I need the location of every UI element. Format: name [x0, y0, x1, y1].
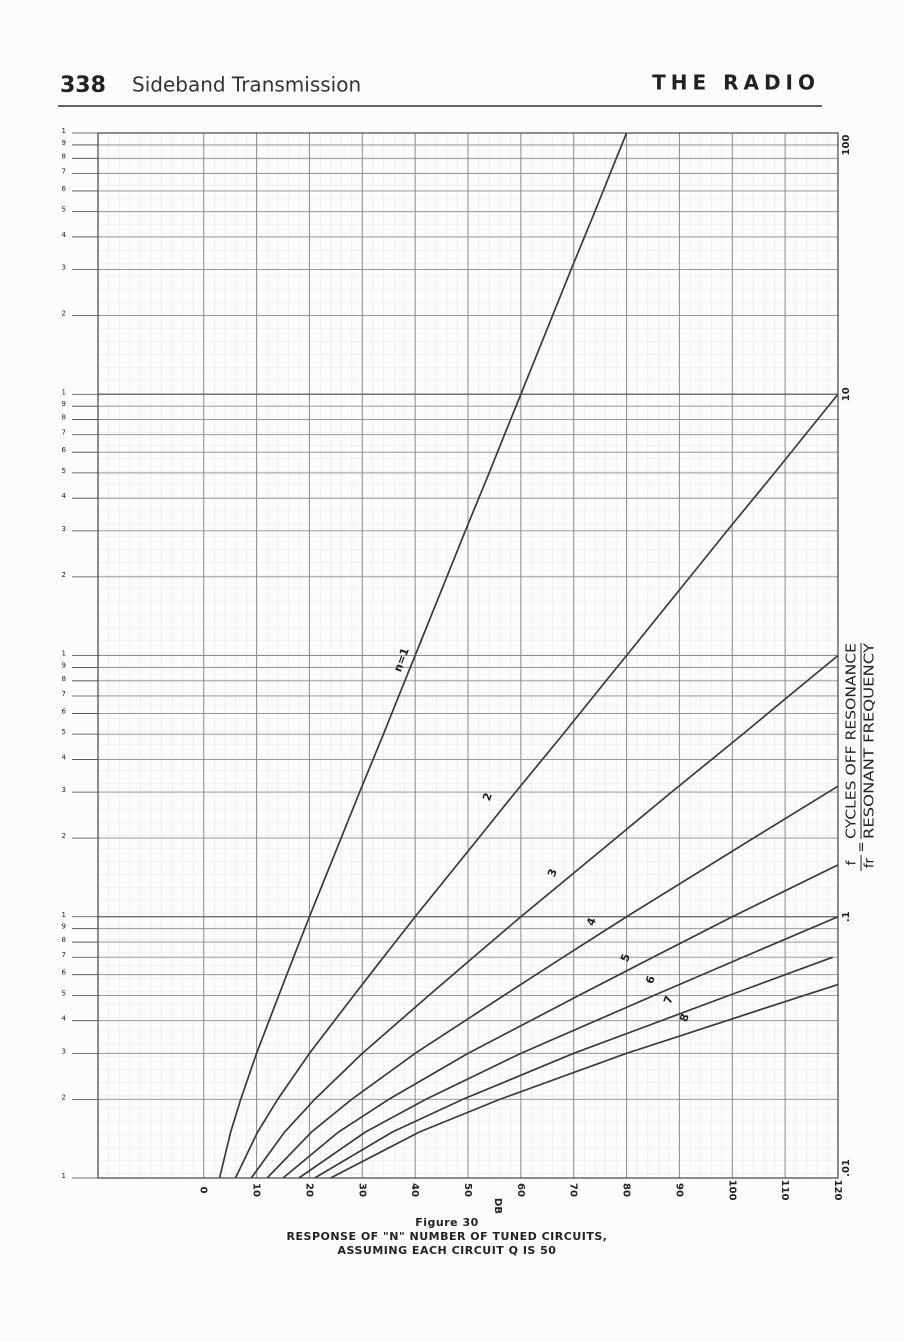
y-minor-tick-label: 8 [62, 414, 66, 422]
response-curve [314, 956, 834, 1179]
y-tick-label: 10 [841, 387, 852, 401]
y-minor-tick-label: 1 [62, 388, 66, 396]
y-minor-tick-label: 1 [62, 911, 66, 919]
y-minor-tick-label: 4 [62, 753, 67, 761]
caption: ASSUMING EACH CIRCUIT Q IS 50 [338, 1244, 557, 1257]
y-minor-tick-label: 6 [62, 969, 67, 977]
y-minor-tick-label: 6 [62, 185, 67, 193]
y-minor-tick-label: 7 [62, 167, 66, 175]
curve-label: 4 [584, 916, 599, 928]
y-minor-tick-label: 6 [62, 707, 67, 715]
curve-label: 3 [545, 867, 560, 879]
y-minor-tick-label: 5 [62, 728, 66, 736]
response-curve [234, 393, 839, 1179]
x-tick-label: 70 [568, 1183, 579, 1197]
curve-label: 8 [677, 1012, 692, 1024]
y-minor-tick-label: 9 [62, 139, 66, 147]
y-minor-tick-label: 2 [62, 1093, 66, 1101]
y-minor-tick-label: 3 [62, 786, 66, 794]
x-tick-label: 40 [409, 1183, 420, 1197]
curve-label: 5 [618, 952, 633, 964]
y-minor-tick-label: 5 [62, 467, 66, 475]
y-minor-tick-label: 9 [62, 661, 66, 669]
y-label-top: CYCLES OFF RESONANCE [845, 643, 860, 839]
caption: RESPONSE OF "N" NUMBER OF TUNED CIRCUITS… [287, 1230, 608, 1243]
x-tick-label: 100 [726, 1180, 737, 1201]
y-label-equals: = [855, 842, 870, 853]
y-minor-tick-label: 5 [62, 989, 66, 997]
y-minor-tick-label: 9 [62, 400, 66, 408]
x-tick-label: 90 [673, 1183, 684, 1197]
curve-label: 2 [480, 791, 495, 803]
x-tick-label: 50 [462, 1183, 473, 1197]
x-tick-label: 60 [515, 1183, 526, 1197]
y-label-bottom: RESONANT FREQUENCY [863, 643, 878, 839]
y-label-numerator: f [845, 860, 860, 865]
book-title: THE RADIO [652, 71, 820, 95]
response-curve [250, 654, 839, 1179]
response-curve [298, 915, 839, 1179]
y-minor-tick-label: 7 [62, 429, 66, 437]
response-curve [218, 132, 628, 1179]
x-tick-label: 10 [251, 1183, 262, 1197]
x-tick-label: 30 [356, 1183, 367, 1197]
y-minor-tick-label: 1 [62, 127, 66, 135]
y-label-denominator: fr [863, 857, 878, 868]
curve-label: 6 [643, 974, 658, 986]
y-tick-label: .01 [841, 1159, 852, 1177]
section-title: Sideband Transmission [132, 73, 361, 97]
response-curve [282, 864, 839, 1179]
x-tick-label: 120 [832, 1180, 843, 1201]
y-minor-tick-label: 3 [62, 1047, 66, 1055]
x-tick-label: 20 [303, 1183, 314, 1197]
y-minor-tick-label: 3 [62, 264, 66, 272]
response-curve [266, 785, 839, 1179]
y-minor-tick-label: 4 [62, 492, 67, 500]
y-minor-tick-label: 1 [62, 1172, 66, 1180]
y-tick-label: .1 [841, 911, 852, 922]
y-minor-tick-label: 7 [62, 951, 66, 959]
y-minor-tick-label: 8 [62, 152, 66, 160]
response-curve [330, 983, 839, 1179]
x-tick-label: 110 [779, 1180, 790, 1201]
x-axis-label: DB [492, 1198, 503, 1214]
curve-label: 7 [661, 994, 676, 1006]
y-minor-tick-label: 9 [62, 923, 66, 931]
y-minor-tick-label: 4 [62, 231, 67, 239]
y-minor-tick-label: 1 [62, 650, 66, 658]
y-minor-tick-label: 2 [62, 310, 66, 318]
y-minor-tick-label: 8 [62, 675, 66, 683]
page-number: 338 [60, 73, 106, 98]
y-minor-tick-label: 8 [62, 936, 66, 944]
y-minor-tick-label: 2 [62, 832, 66, 840]
y-minor-tick-label: 2 [62, 571, 66, 579]
x-tick-label: 0 [198, 1187, 209, 1194]
y-minor-tick-label: 7 [62, 690, 66, 698]
x-tick-label: 80 [621, 1183, 632, 1197]
y-minor-tick-label: 6 [62, 446, 67, 454]
y-tick-label: 100 [841, 135, 852, 156]
caption: Figure 30 [415, 1216, 479, 1229]
y-minor-tick-label: 4 [62, 1015, 67, 1023]
y-minor-tick-label: 3 [62, 525, 66, 533]
y-minor-tick-label: 5 [62, 206, 66, 214]
y-axis-label: f fr = CYCLES OFF RESONANCE RESONANT FRE… [845, 643, 878, 871]
